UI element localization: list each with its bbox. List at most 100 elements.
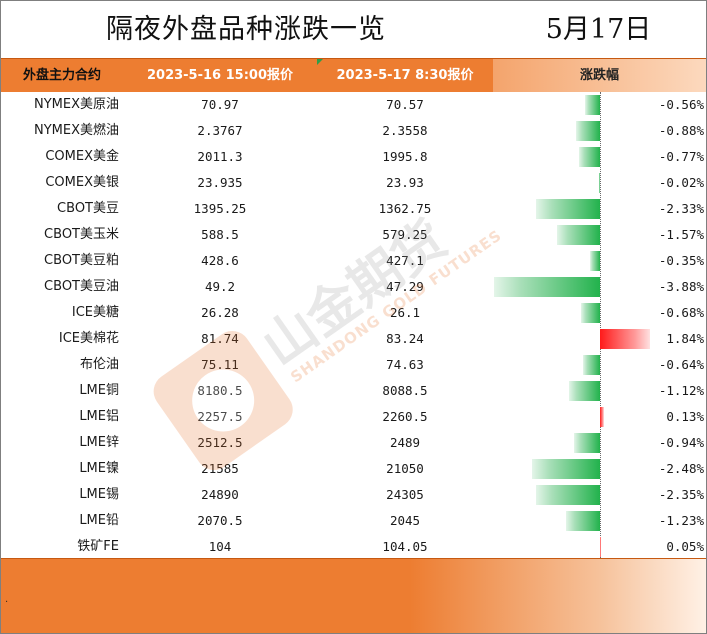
contract-name: COMEX美银	[45, 175, 119, 190]
change-bar	[494, 277, 600, 297]
contract-name: NYMEX美原油	[33, 97, 119, 112]
change-pct: -2.33%	[658, 201, 704, 216]
price-curr: 2489	[389, 435, 421, 450]
price-prev: 428.6	[201, 253, 239, 268]
table-body: NYMEX美原油 70.97 70.57 -0.56% NYMEX美燃油 2.3767 2.…	[1, 92, 706, 558]
contract-name: CBOT美豆油	[44, 279, 119, 294]
change-bar	[535, 485, 600, 505]
table-row: CBOT美豆 1395.25 1362.75 -2.33%	[1, 196, 706, 222]
page-title: 隔夜外盘品种涨跌一览	[106, 14, 386, 45]
price-prev: 2070.5	[197, 513, 243, 528]
change-pct: -0.64%	[658, 357, 704, 372]
price-prev: 49.2	[204, 279, 236, 294]
contract-name: CBOT美豆粕	[44, 253, 119, 268]
contract-name: LME铜	[79, 383, 119, 398]
price-prev: 1395.25	[193, 201, 247, 216]
change-bar	[566, 511, 600, 531]
change-bar	[578, 147, 600, 167]
contract-name: 铁矿FE	[77, 539, 119, 554]
contract-name: LME锌	[79, 435, 119, 450]
table-row: LME锡 24890 24305 -2.35%	[1, 482, 706, 508]
table-row: COMEX美金 2011.3 1995.8 -0.77%	[1, 144, 706, 170]
change-bar	[600, 537, 602, 557]
table-row: LME铝 2257.5 2260.5 0.13%	[1, 404, 706, 430]
header-price-prev: 2023-5-16 15:00报价	[123, 59, 317, 92]
price-prev: 26.28	[201, 305, 239, 320]
price-curr: 70.57	[386, 97, 424, 112]
table-row: CBOT美豆油 49.2 47.29 -3.88%	[1, 274, 706, 300]
contract-name: LME铅	[79, 513, 119, 528]
contract-name: 布伦油	[79, 357, 119, 372]
change-pct: 0.13%	[666, 409, 704, 424]
contract-name: CBOT美豆	[57, 201, 119, 216]
price-curr: 26.1	[389, 305, 421, 320]
contract-name: COMEX美金	[45, 149, 119, 164]
price-prev: 24890	[201, 487, 239, 502]
table-row: LME铜 8180.5 8088.5 -1.12%	[1, 378, 706, 404]
price-prev: 2.3767	[197, 123, 243, 138]
contract-name: ICE美糖	[71, 305, 119, 320]
cell-marker-icon	[317, 59, 323, 65]
report-date: 5月17日	[545, 14, 652, 45]
change-pct: -0.94%	[658, 435, 704, 450]
zero-axis	[600, 92, 601, 558]
contract-name: CBOT美玉米	[44, 227, 119, 242]
price-prev: 8180.5	[197, 383, 243, 398]
change-pct: -0.68%	[658, 305, 704, 320]
price-curr: 579.25	[382, 227, 428, 242]
change-pct: -0.56%	[658, 97, 704, 112]
table-row: 铁矿FE 104 104.05 0.05%	[1, 534, 706, 560]
change-pct: 0.05%	[666, 539, 704, 554]
change-pct: -0.88%	[658, 123, 704, 138]
contract-name: LME锡	[79, 487, 119, 502]
change-bar	[582, 355, 600, 375]
change-pct: -3.88%	[658, 279, 704, 294]
change-bar	[532, 459, 600, 479]
price-prev: 2011.3	[197, 149, 243, 164]
price-prev: 75.11	[201, 357, 239, 372]
price-curr: 427.1	[386, 253, 424, 268]
price-curr: 47.29	[386, 279, 424, 294]
price-curr: 104.05	[382, 539, 428, 554]
price-curr: 2.3558	[382, 123, 428, 138]
header-price-curr: 2023-5-17 8:30报价	[317, 59, 493, 92]
price-prev: 81.74	[201, 331, 239, 346]
contract-name: ICE美棉花	[58, 331, 119, 346]
change-bar	[584, 95, 600, 115]
table-row: COMEX美银 23.935 23.93 -0.02%	[1, 170, 706, 196]
price-prev: 2512.5	[197, 435, 243, 450]
table-row: NYMEX美原油 70.97 70.57 -0.56%	[1, 92, 706, 118]
table-row: 布伦油 75.11 74.63 -0.64%	[1, 352, 706, 378]
price-prev: 588.5	[201, 227, 239, 242]
change-bar	[575, 121, 600, 141]
change-pct: -1.57%	[658, 227, 704, 242]
table-header: 外盘主力合约 2023-5-16 15:00报价 2023-5-17 8:30报…	[1, 58, 706, 92]
contract-name: LME镍	[79, 461, 119, 476]
change-bar	[581, 303, 600, 323]
change-pct: -1.12%	[658, 383, 704, 398]
table-row: LME锌 2512.5 2489 -0.94%	[1, 430, 706, 456]
change-bar	[574, 433, 600, 453]
table-row: CBOT美玉米 588.5 579.25 -1.57%	[1, 222, 706, 248]
change-pct: -0.77%	[658, 149, 704, 164]
price-prev: 2257.5	[197, 409, 243, 424]
price-prev: 21585	[201, 461, 239, 476]
bottom-band: .	[1, 558, 706, 633]
change-bar	[557, 225, 600, 245]
change-pct: -0.35%	[658, 253, 704, 268]
price-prev: 70.97	[201, 97, 239, 112]
price-prev: 23.935	[197, 175, 243, 190]
price-curr: 2045	[389, 513, 421, 528]
contract-name: NYMEX美燃油	[33, 123, 119, 138]
change-bar	[569, 381, 600, 401]
change-bar	[590, 251, 600, 271]
contract-name: LME铝	[79, 409, 119, 424]
title-row: 隔夜外盘品种涨跌一览 5月17日	[1, 1, 706, 58]
price-curr: 24305	[386, 487, 424, 502]
price-curr: 74.63	[386, 357, 424, 372]
price-curr: 21050	[386, 461, 424, 476]
change-bar	[600, 407, 604, 427]
header-change: 涨跌幅	[493, 59, 706, 92]
change-bar	[600, 329, 651, 349]
